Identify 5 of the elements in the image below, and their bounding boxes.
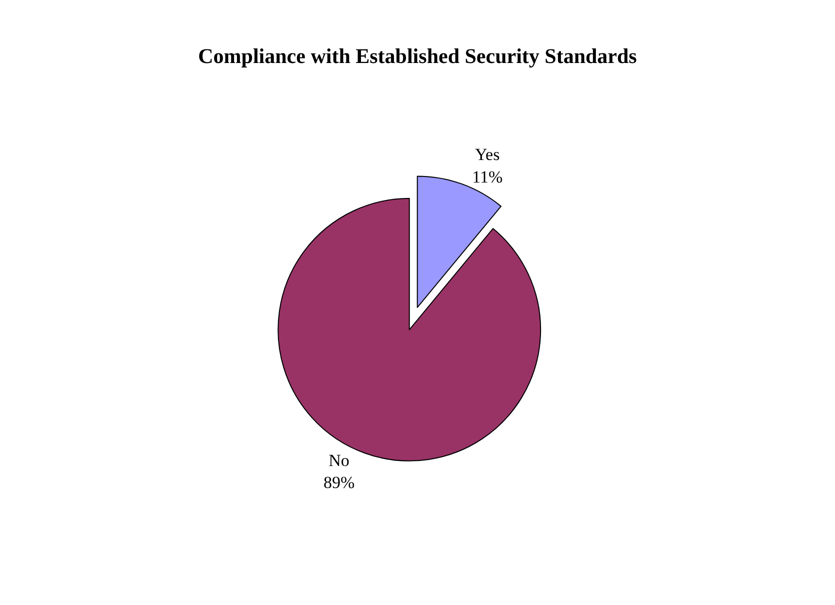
data-label: 89% [323,472,355,492]
chart-title: Compliance with Established Security Standards [198,44,637,68]
slice-label: No [328,450,350,470]
slice-label: Yes [474,145,500,164]
data-label: 11% [472,167,503,186]
